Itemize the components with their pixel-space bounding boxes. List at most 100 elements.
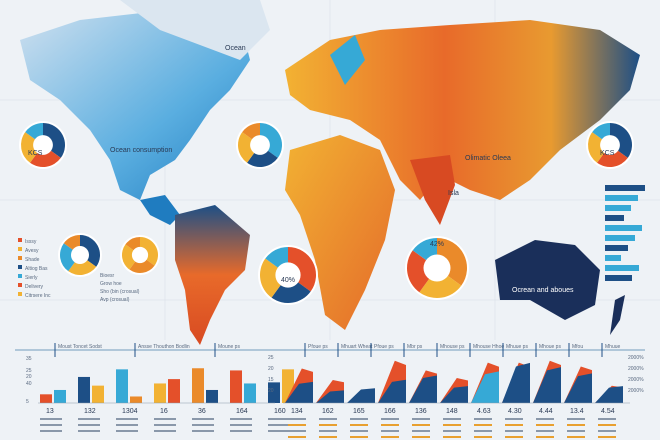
x-tick-label: 132 [84,408,96,415]
right-tick-label: 2000% [628,388,644,394]
new-zealand [610,295,625,335]
pie-hole [131,246,149,264]
x-tick-label: 1304 [122,408,138,415]
pie-hole [250,135,270,155]
legend-note [567,424,585,426]
bar [268,382,280,403]
left-legend: Isssy Avesy Shade Altiog Bas Sierly Delivery C… [18,238,51,299]
legend-note [536,430,554,432]
legend-note [40,418,62,420]
legend-swatch [18,283,22,287]
legend-note [474,424,492,426]
x-tick-label: 164 [236,408,248,415]
legend-note [381,424,399,426]
legend-note [381,418,399,420]
x-tick-label: 160 [274,408,286,415]
bar [154,383,166,403]
right-bar-list [605,185,645,281]
header-label: Pfoue ps [374,344,394,350]
legend-note [116,430,138,432]
legend-note [319,424,337,426]
legend-note [78,424,100,426]
pie-slice [140,237,159,266]
bar [78,376,90,403]
x-tick-label: 4.63 [477,408,491,415]
legend-note [154,418,176,420]
legend-note [443,430,461,432]
header-label: Mbr ps [407,344,423,350]
legend-note [78,430,100,432]
legend-note [567,418,585,420]
pie-slice [597,145,628,167]
legend-item: Grow hoe [100,281,122,287]
bar [230,370,242,403]
header-label: Moust Toncet Sodst [58,344,102,350]
legend-note [350,424,368,426]
legend-swatch [18,265,22,269]
x-tick-label: 134 [291,408,303,415]
legend-note [412,424,430,426]
legend-note [474,430,492,432]
legend-note [268,418,290,420]
pie-slice [271,275,311,303]
pie-right-label: KCS [600,150,615,157]
legend-note [474,436,492,438]
pie-hole [423,254,451,282]
australia [495,240,600,320]
legend-item: Avesy [25,248,39,254]
pie-slice [260,258,288,298]
legend-note [598,418,616,420]
legend-item: Bioesr [100,273,115,279]
legend-note [350,436,368,438]
horizontal-bar [605,215,624,221]
pie-slice [80,235,100,267]
pie-slice [610,123,633,158]
horizontal-bar [605,235,635,241]
legend-note [443,436,461,438]
legend-note [78,418,100,420]
legend-swatch [18,247,22,251]
area-segment-base [285,381,313,403]
x-tick-label: 4.44 [539,408,553,415]
bar [40,394,52,403]
x-tick-label: 166 [384,408,396,415]
legend-note [116,418,138,420]
legend-note [230,418,252,420]
mid-legend: Bioesr Grow hoe Sho (bin (crosual) Avp (cro… [100,273,140,303]
africa [285,135,395,330]
area-segment-base [378,379,406,403]
y-tick-label: 15 [268,377,274,383]
legend-note [288,424,306,426]
bar [54,389,66,403]
legend-note [536,418,554,420]
legend-item: Shade [25,257,40,263]
area-segment-base [595,386,623,403]
horizontal-bar [605,275,632,281]
central-america [140,195,180,225]
y-tick-label: 20 [268,366,274,372]
greenland [120,0,270,60]
legend-note [443,418,461,420]
legend-swatch [18,292,22,296]
scandinavia [330,35,365,85]
pie-left-label: KCS [28,150,43,157]
greenland-label: Ocean [225,45,246,52]
bar [92,385,104,403]
header-label: Ansse Thouthon Bodlin [138,344,190,350]
north-america-label: Ocean consumption [110,147,172,154]
pie-hole [33,135,53,155]
asia-label: Olimatic Oleea [465,155,511,162]
horizontal-bar [605,195,638,201]
legend-note [288,418,306,420]
pie-slice [30,145,61,167]
legend-note [288,436,306,438]
bar [192,368,204,403]
right-tick-label: 2000% [628,366,644,372]
header-label: Mhuart Wheat [341,344,373,350]
header-label: Mhuue [605,344,621,350]
y-tick-label: 25 [26,368,32,374]
legend-note [505,436,523,438]
header-label: Mhuue ps [506,344,528,350]
legend-note [536,424,554,426]
